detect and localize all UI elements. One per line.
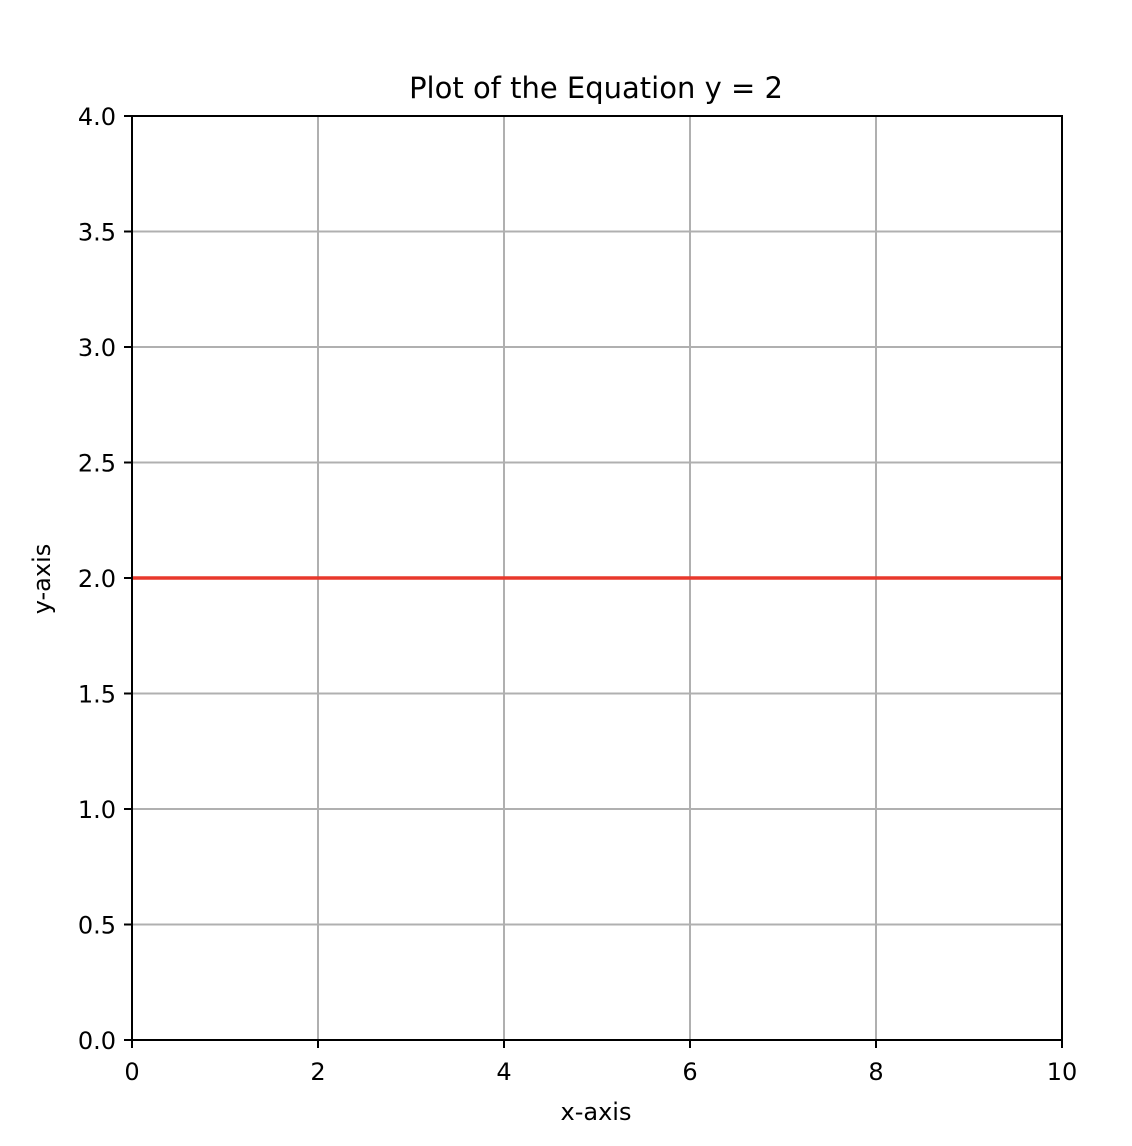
y-tick-label: 0.5: [78, 912, 116, 940]
y-tick-label: 4.0: [78, 103, 116, 131]
x-axis-label: x-axis: [561, 1098, 632, 1126]
y-tick-label: 2.0: [78, 565, 116, 593]
x-tick-label: 0: [124, 1058, 139, 1086]
y-tick-label: 0.0: [78, 1027, 116, 1055]
y-tick-label: 1.5: [78, 681, 116, 709]
x-tick-label: 2: [310, 1058, 325, 1086]
ticks: 0 2 4 6 8 10 0.0 0.5 1.0 1.5 2.0 2.5 3.0 3.5 4.0: [78, 103, 1077, 1086]
x-tick-label: 8: [868, 1058, 883, 1086]
y-tick-label: 2.5: [78, 450, 116, 478]
x-tick-label: 6: [682, 1058, 697, 1086]
y-tick-label: 3.0: [78, 334, 116, 362]
chart-title: Plot of the Equation y = 2: [409, 71, 783, 105]
x-tick-label: 10: [1047, 1058, 1078, 1086]
y-axis-label: y-axis: [28, 544, 56, 615]
x-tick-label: 4: [496, 1058, 511, 1086]
y-tick-label: 3.5: [78, 219, 116, 247]
y-tick-label: 1.0: [78, 796, 116, 824]
grid: [132, 116, 1062, 1040]
